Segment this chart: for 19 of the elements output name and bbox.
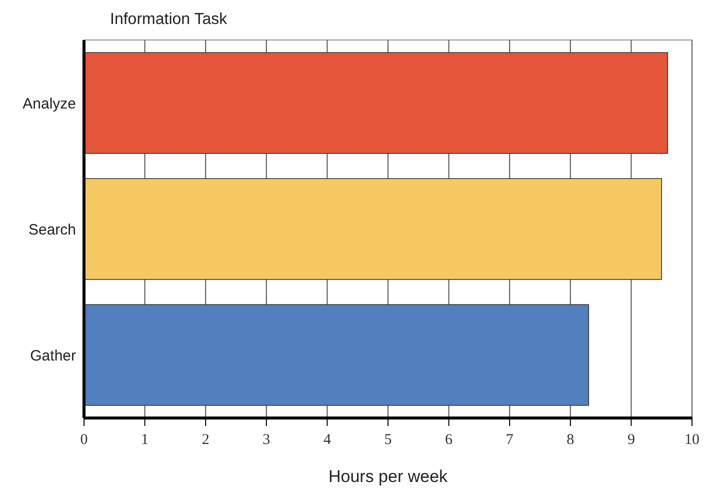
x-tick-label: 6 (445, 432, 454, 448)
x-tick-label: 10 (684, 432, 700, 448)
x-tick-label: 4 (323, 432, 332, 448)
x-tick-label: 3 (262, 432, 270, 448)
y-tick-label: Analyze (22, 95, 76, 112)
x-tick-label: 9 (627, 432, 635, 448)
x-axis-title: Hours per week (328, 467, 448, 486)
y-tick-label: Search (28, 221, 76, 238)
x-tick-label: 0 (80, 432, 88, 448)
bar (84, 304, 590, 406)
bar (84, 178, 662, 280)
x-tick-label: 8 (566, 432, 574, 448)
x-tick-label: 1 (141, 432, 149, 448)
y-axis-title: Information Task (110, 11, 228, 28)
x-tick-label: 7 (506, 432, 514, 448)
x-tick-label: 2 (202, 432, 210, 448)
y-tick-label: Gather (30, 347, 76, 364)
x-tick-label: 5 (384, 432, 392, 448)
bar (84, 52, 668, 154)
